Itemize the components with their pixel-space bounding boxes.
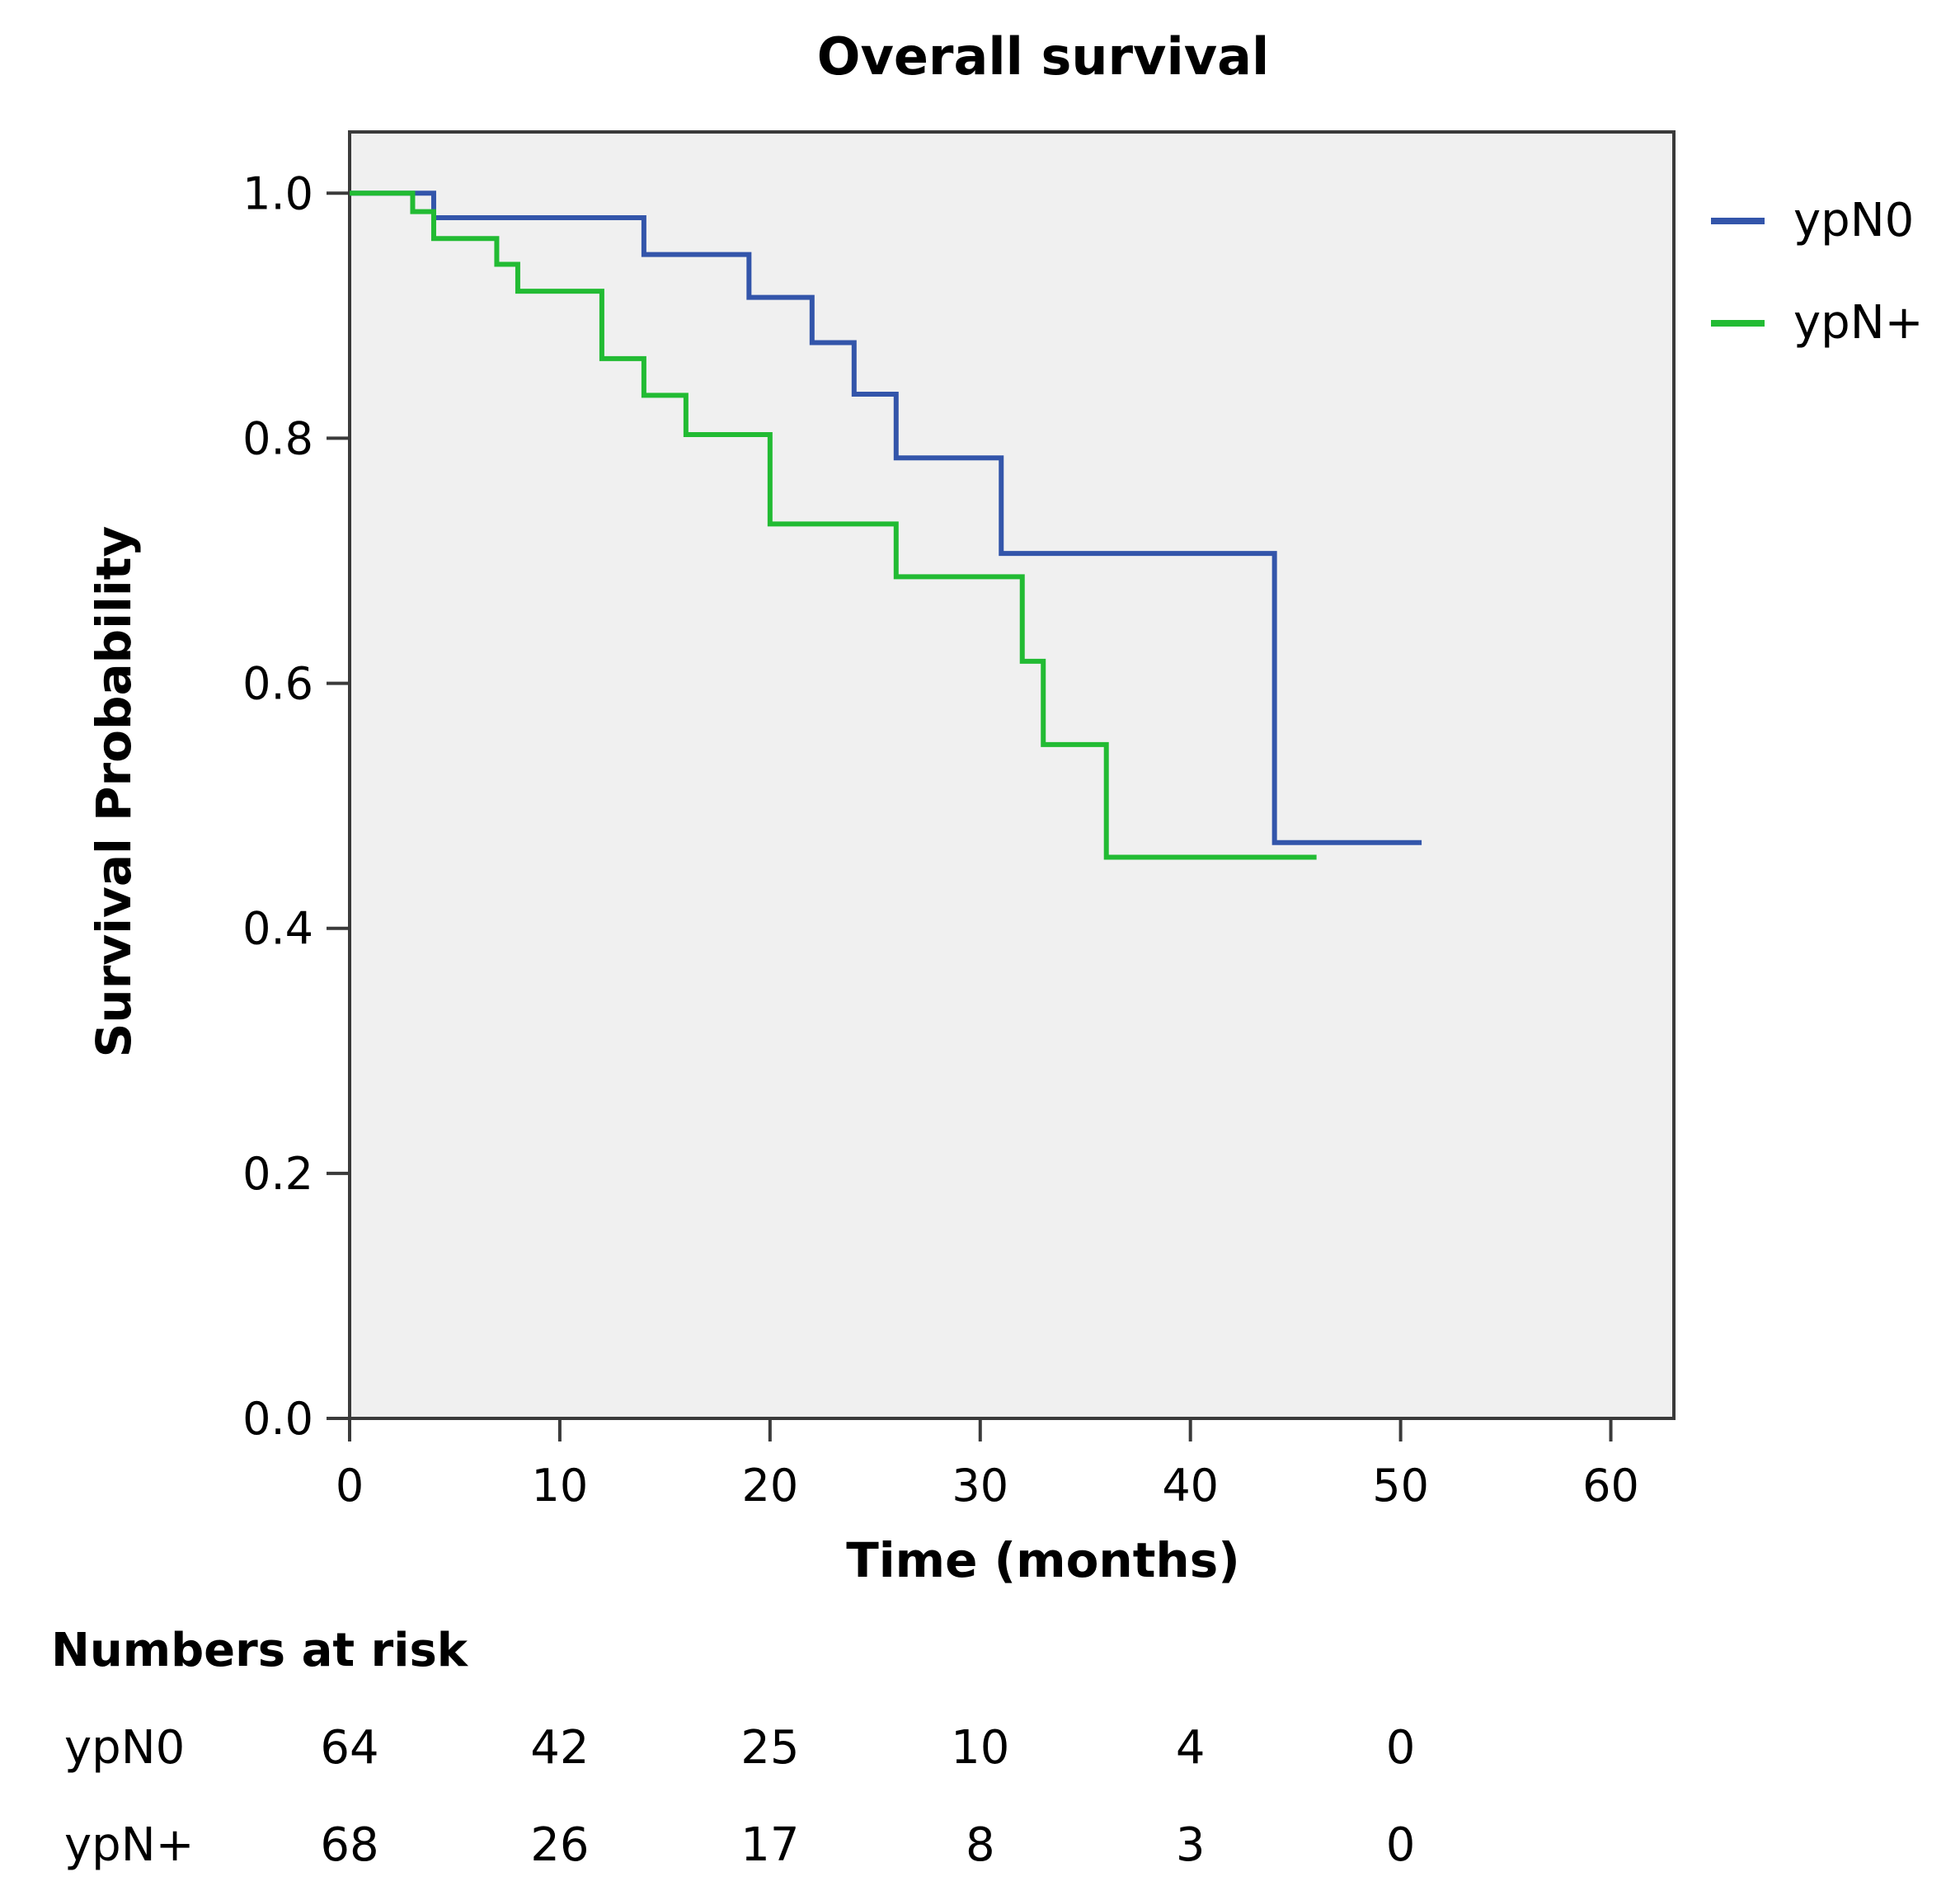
legend: ypN0 ypN+ (1711, 194, 1924, 350)
risk-count: 64 (320, 1721, 378, 1775)
risk-count: 4 (1176, 1721, 1206, 1775)
survival-curves (350, 190, 1422, 860)
numbers-at-risk-table: Numbers at risk ypN0 64 42 25 10 4 0 ypN+ 68 26 17… (51, 1624, 1415, 1872)
risk-count: 10 (951, 1721, 1009, 1775)
y-tick-label: 1.0 (242, 167, 313, 219)
risk-count: 17 (740, 1818, 799, 1872)
x-tick-label: 0 (336, 1460, 364, 1512)
y-tick-label: 0.0 (242, 1393, 313, 1445)
x-tick-label: 60 (1582, 1460, 1639, 1512)
x-tick-label: 50 (1372, 1460, 1429, 1512)
y-tick-label: 0.4 (242, 903, 313, 955)
risk-count: 42 (530, 1721, 589, 1775)
survival-curve-ypN-plus (350, 190, 1317, 860)
risk-count: 0 (1386, 1818, 1416, 1872)
legend-label-ypN-plus: ypN+ (1793, 296, 1924, 350)
y-axis: 0.0 0.2 0.4 0.6 0.8 1.0 (242, 167, 350, 1445)
risk-count: 26 (530, 1818, 589, 1872)
risk-count: 8 (966, 1818, 995, 1872)
risk-count: 3 (1176, 1818, 1206, 1872)
plot-area (348, 130, 1676, 1420)
x-axis-label: Time (months) (846, 1532, 1240, 1588)
y-tick-label: 0.6 (242, 658, 313, 710)
risk-count: 0 (1386, 1721, 1416, 1775)
y-tick-label: 0.8 (242, 412, 313, 464)
y-axis-label: Survival Probability (86, 526, 142, 1058)
chart-title: Overall survival (817, 26, 1269, 87)
x-tick-label: 40 (1162, 1460, 1219, 1512)
risk-count: 68 (320, 1818, 378, 1872)
x-axis: 0 10 20 30 40 50 60 (336, 1418, 1639, 1512)
risk-table-title: Numbers at risk (51, 1624, 469, 1677)
survival-curve-ypN0 (350, 190, 1422, 845)
risk-row-label: ypN+ (64, 1818, 195, 1872)
x-tick-label: 30 (952, 1460, 1008, 1512)
y-tick-label: 0.2 (242, 1148, 313, 1200)
legend-label-ypN0: ypN0 (1793, 194, 1914, 247)
x-tick-label: 10 (532, 1460, 589, 1512)
x-tick-label: 20 (741, 1460, 798, 1512)
risk-row-label: ypN0 (64, 1721, 185, 1775)
risk-count: 25 (740, 1721, 799, 1775)
